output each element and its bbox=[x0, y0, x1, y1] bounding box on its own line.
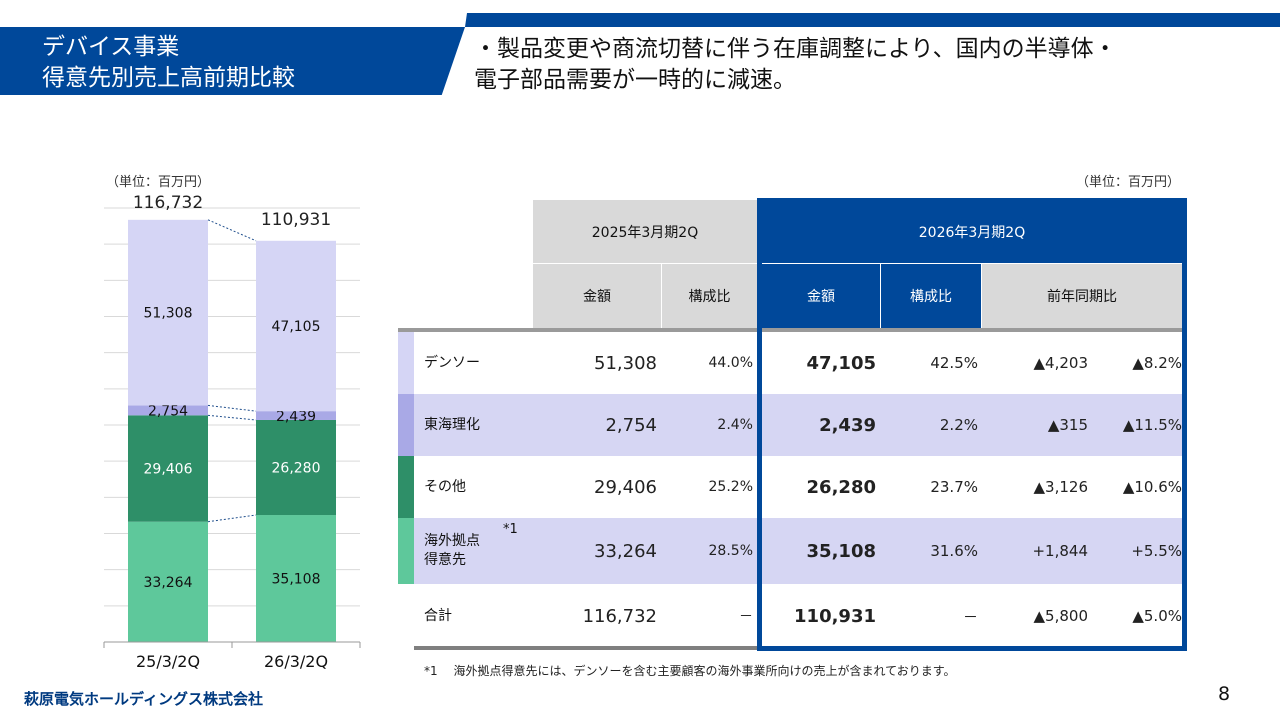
page-number: 8 bbox=[1218, 683, 1231, 705]
yoy-pct: ▲11.5% bbox=[1122, 416, 1182, 434]
prev-ratio: 28.5% bbox=[708, 543, 753, 559]
page-title-line1: デバイス事業 bbox=[42, 34, 180, 60]
yoy-diff: ▲315 bbox=[1047, 416, 1088, 434]
row-shade bbox=[414, 394, 1182, 456]
header-accent-band bbox=[465, 13, 1280, 27]
chart-unit-label: （単位：百万円） bbox=[106, 175, 211, 190]
bar-label-other: 26,280 bbox=[272, 461, 321, 477]
prev-ratio: 2.4% bbox=[717, 417, 753, 433]
row-note: *1 bbox=[503, 522, 518, 537]
total-label: 116,732 bbox=[133, 193, 203, 213]
prev-amount: 29,406 bbox=[594, 476, 657, 498]
bar-segment-denso bbox=[256, 240, 336, 412]
header-prev-period: 2025年3月期2Q bbox=[533, 200, 757, 263]
connector-line bbox=[207, 219, 257, 242]
bar-segment-tokai bbox=[128, 405, 208, 416]
curr-ratio: 2.2% bbox=[939, 416, 978, 434]
bar-label-tokai: 2,439 bbox=[276, 409, 316, 425]
curr-ratio: 31.6% bbox=[930, 542, 978, 560]
lead-line1: ・製品変更や商流切替に伴う在庫調整により、国内の半導体・ bbox=[474, 36, 1117, 62]
curr-amount: 35,108 bbox=[806, 540, 876, 562]
lead-line2: 電子部品需要が一時的に減速。 bbox=[474, 67, 796, 93]
curr-amount: 26,280 bbox=[806, 476, 876, 498]
header-curr-amount: 金額 bbox=[762, 264, 880, 328]
bar-label-overseas: 33,264 bbox=[144, 575, 193, 591]
row-label: 合計 bbox=[424, 607, 452, 624]
row-color-swatch bbox=[398, 394, 414, 456]
connector-line bbox=[207, 414, 257, 421]
row-color-swatch bbox=[398, 332, 414, 394]
prev-amount: 51,308 bbox=[594, 352, 657, 374]
prev-ratio: 25.2% bbox=[708, 479, 753, 495]
page-title-line2: 得意先別売上高前期比較 bbox=[42, 65, 295, 91]
total-label: 110,931 bbox=[261, 210, 331, 230]
row-label: デンソー bbox=[424, 354, 480, 371]
row-color-swatch bbox=[398, 518, 414, 584]
curr-amount: 110,931 bbox=[794, 605, 876, 627]
bar-segment-other bbox=[128, 415, 208, 522]
yoy-pct: ▲10.6% bbox=[1122, 478, 1182, 496]
connector-line bbox=[207, 514, 257, 523]
curr-ratio: 42.5% bbox=[930, 354, 978, 372]
title-band bbox=[0, 27, 465, 95]
prev-amount: 2,754 bbox=[605, 414, 657, 436]
table-unit-label: （単位：百万円） bbox=[1076, 175, 1181, 190]
prev-ratio: － bbox=[739, 609, 753, 625]
bar-segment-overseas bbox=[256, 515, 336, 642]
bar-label-other: 29,406 bbox=[144, 462, 193, 478]
yoy-pct: +5.5% bbox=[1131, 542, 1182, 560]
curr-ratio: － bbox=[962, 607, 978, 626]
yoy-diff: +1,844 bbox=[1032, 542, 1088, 560]
header-divider bbox=[398, 328, 1182, 332]
bar-segment-other bbox=[256, 419, 336, 516]
bar-label-overseas: 35,108 bbox=[272, 572, 321, 588]
header-curr-period: 2026年3月期2Q bbox=[762, 200, 1182, 263]
yoy-diff: ▲5,800 bbox=[1033, 607, 1088, 625]
prev-amount: 116,732 bbox=[582, 605, 657, 627]
curr-ratio: 23.7% bbox=[930, 478, 978, 496]
footnote: *1 海外拠点得意先には、デンソーを含む主要顧客の海外事業所向けの売上が含まれて… bbox=[424, 664, 956, 678]
table-bottom-rule bbox=[414, 646, 1182, 650]
bar-label-denso: 51,308 bbox=[144, 306, 193, 322]
row-label: その他 bbox=[424, 478, 466, 495]
bar-segment-tokai bbox=[256, 411, 336, 420]
bar-segment-overseas bbox=[128, 521, 208, 642]
x-tick-label: 25/3/2Q bbox=[136, 652, 200, 671]
header-curr-ratio: 構成比 bbox=[881, 264, 981, 328]
header-prev-amount: 金額 bbox=[533, 264, 661, 328]
curr-amount: 2,439 bbox=[819, 414, 876, 436]
yoy-pct: ▲8.2% bbox=[1132, 354, 1182, 372]
header-yoy: 前年同期比 bbox=[982, 264, 1182, 328]
row-shade bbox=[414, 518, 1182, 584]
company-logo: 萩原電気ホールディングス株式会社 bbox=[24, 690, 263, 708]
curr-amount: 47,105 bbox=[806, 352, 876, 374]
x-tick-label: 26/3/2Q bbox=[264, 652, 328, 671]
prev-amount: 33,264 bbox=[594, 540, 657, 562]
row-label: 海外拠点 得意先 bbox=[424, 533, 480, 568]
prev-ratio: 44.0% bbox=[708, 355, 753, 371]
row-color-swatch bbox=[398, 456, 414, 518]
yoy-diff: ▲4,203 bbox=[1033, 354, 1088, 372]
row-label: 東海理化 bbox=[424, 416, 480, 433]
bar-label-tokai: 2,754 bbox=[148, 403, 188, 419]
connector-line bbox=[207, 404, 257, 412]
yoy-diff: ▲3,126 bbox=[1033, 478, 1088, 496]
stacked-bar-chart: 33,264 29,406 2,754 51,308 25/3/2Q 116,732 35,… bbox=[103, 193, 361, 671]
yoy-pct: ▲5.0% bbox=[1132, 607, 1182, 625]
header-prev-ratio: 構成比 bbox=[662, 264, 757, 328]
bar-segment-denso bbox=[128, 219, 208, 406]
bar-label-denso: 47,105 bbox=[272, 319, 321, 335]
